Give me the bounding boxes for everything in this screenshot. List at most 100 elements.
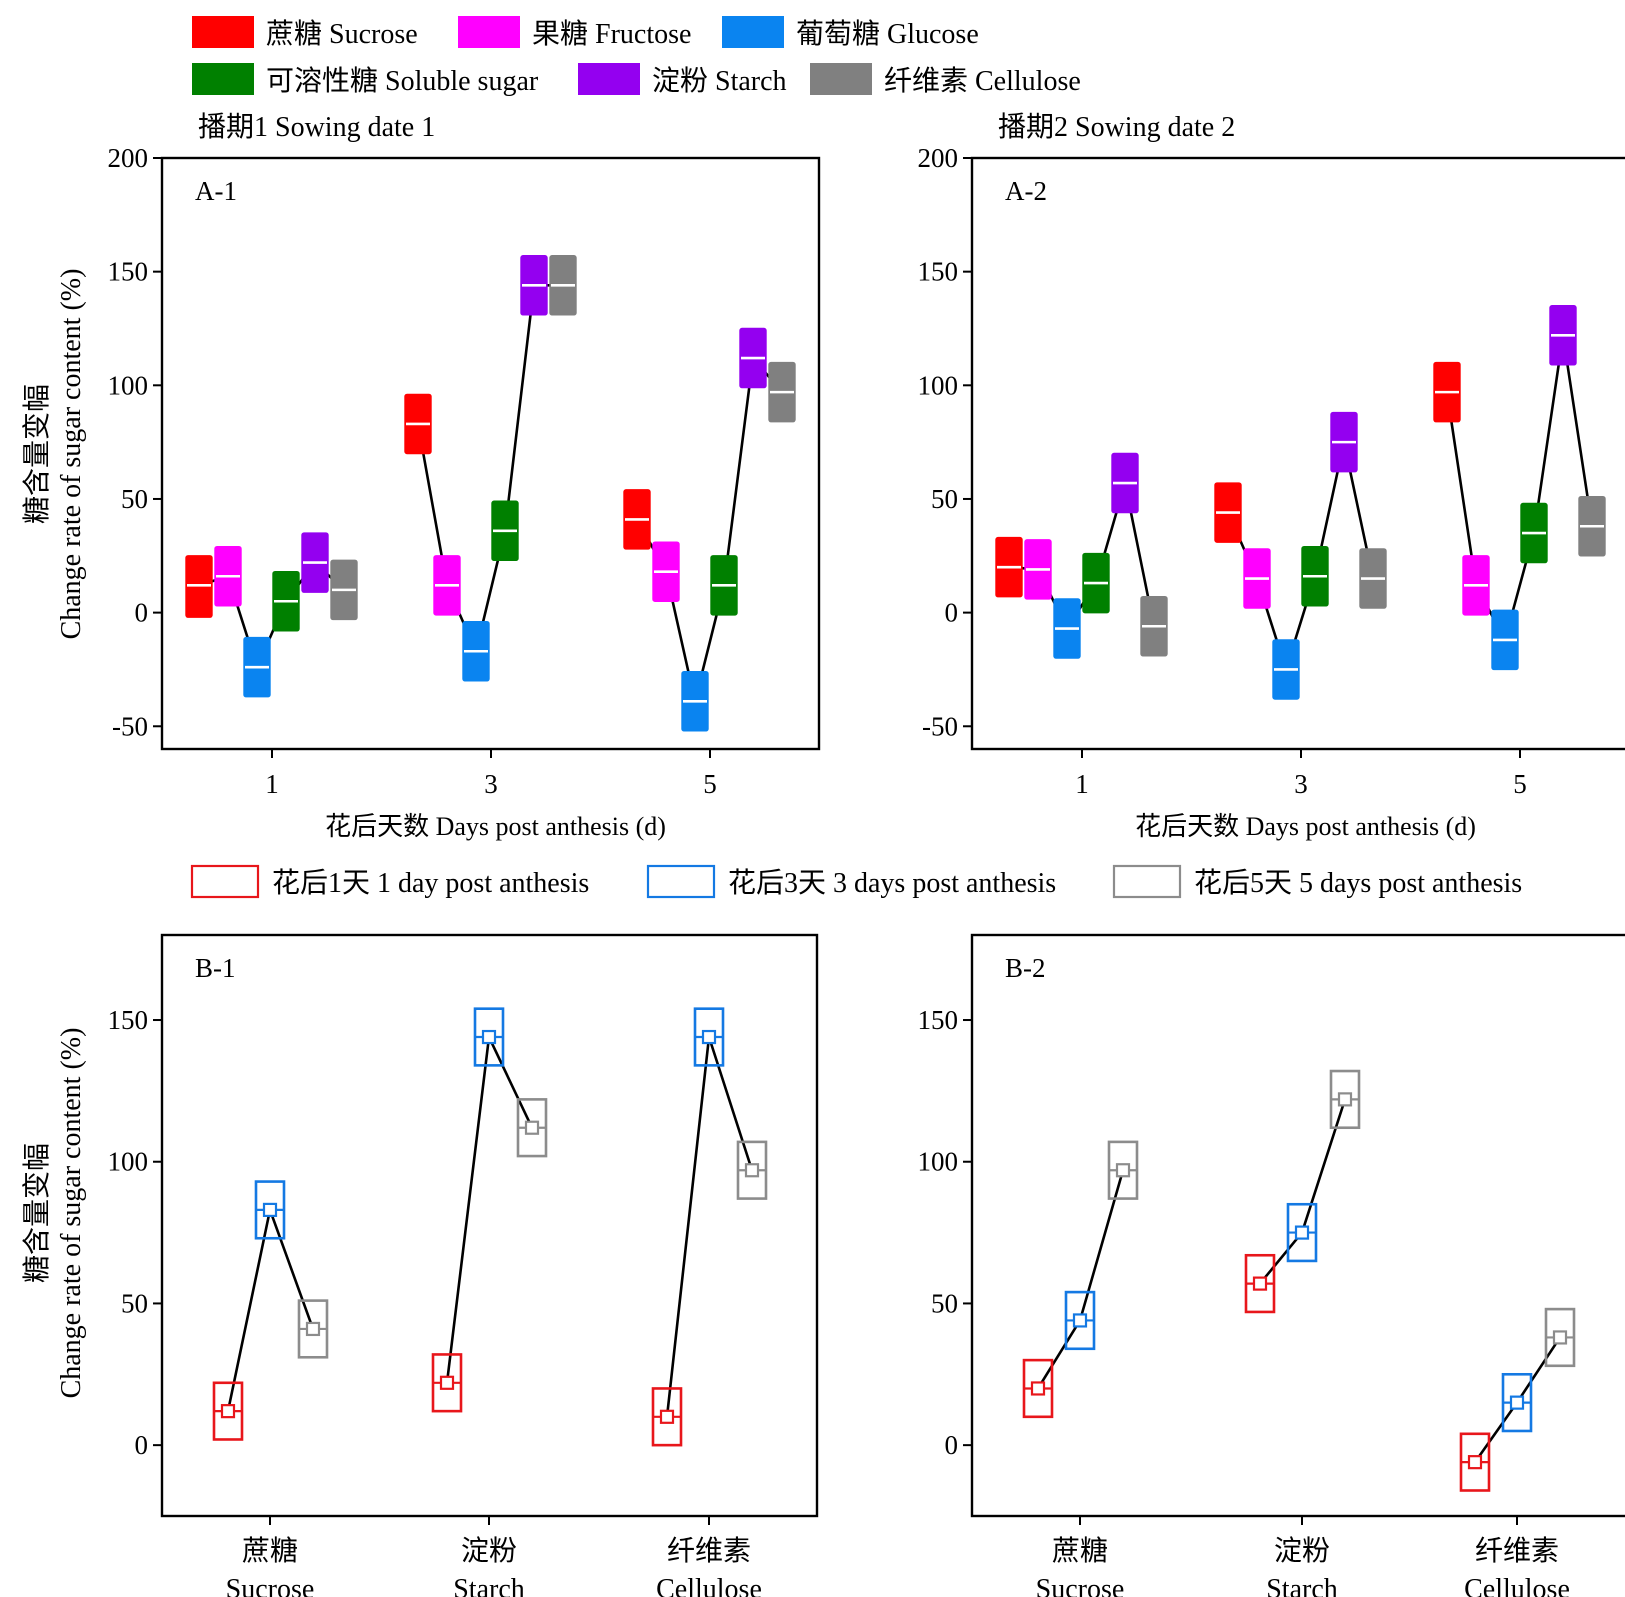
a-2-xtick-label: 1 — [1075, 769, 1089, 799]
b-1-mean-marker-1-1-day-post-anthesis — [659, 1409, 675, 1424]
a-1-ytick-label: 50 — [121, 484, 148, 514]
ylabel-top-en: Change rate of sugar content (%) — [56, 269, 87, 640]
a-2-ytick-label: 50 — [931, 484, 958, 514]
b-2-mean-marker-1-1-day-post-anthesis — [1252, 1276, 1268, 1291]
legend-swatch-starch — [578, 63, 640, 95]
b-2-ytick-label: 0 — [945, 1430, 959, 1460]
a-1-ytick-label: -50 — [112, 711, 148, 741]
b-1-mean-marker-1-1-day-post-anthesis — [220, 1404, 236, 1419]
ylabel-top-zh: 糖含量变幅 — [21, 384, 53, 524]
title-sowing-date-1: 播期1 Sowing date 1 — [198, 111, 435, 143]
legend-bottom: 花后1天 1 day post anthesis 花后3天 3 days pos… — [190, 864, 1522, 899]
b-2-ytick-label: 50 — [931, 1288, 958, 1318]
a-2-panel-label: A-2 — [1005, 176, 1047, 206]
a-1-ytick-label: 150 — [108, 257, 149, 287]
legend-swatch-fructose — [458, 16, 520, 48]
b-1-mean-marker-3-3-days-post-anthesis — [481, 1029, 497, 1045]
a-1-ytick-label: 100 — [108, 370, 149, 400]
a-2-ytick-label: 100 — [918, 370, 959, 400]
b-1-ytick-label: 0 — [135, 1430, 149, 1460]
b-2-xtick-label-zh: 淀粉 — [1274, 1535, 1330, 1567]
legend-label-fructose: 果糖 Fructose — [532, 18, 691, 50]
legend-label-day3: 花后3天 3 days post anthesis — [728, 867, 1056, 899]
b-1-xtick-label-en: Starch — [453, 1574, 525, 1597]
b-1-xtick-label-en: Sucrose — [226, 1574, 315, 1597]
b-2-plot-frame — [970, 933, 1625, 1518]
b-2-mean-marker-1-1-day-post-anthesis — [1030, 1381, 1046, 1396]
ylabel-top: 糖含量变幅 Change rate of sugar content (%) — [21, 269, 87, 640]
legend-swatch-day1 — [190, 864, 260, 899]
b-1-mean-marker-1-1-day-post-anthesis — [439, 1375, 455, 1390]
a-2-xtick-label: 5 — [1513, 769, 1527, 799]
ylabel-bottom-zh: 糖含量变幅 — [21, 1143, 53, 1283]
a-1-ytick-label: 200 — [108, 143, 149, 173]
b-1-xtick-label-zh: 淀粉 — [461, 1535, 517, 1567]
b-2-mean-marker-3-3-days-post-anthesis — [1294, 1225, 1310, 1240]
b-2-mean-marker-1-1-day-post-anthesis — [1467, 1455, 1483, 1470]
b-1-xtick-label-en: Cellulose — [656, 1574, 762, 1597]
b-1-mean-marker-5-5-days-post-anthesis — [305, 1321, 321, 1337]
a-1-xtick-label: 5 — [703, 769, 717, 799]
a-2-connector-line — [1445, 333, 1594, 642]
a-2-xtick-label: 3 — [1294, 769, 1308, 799]
b-1-mean-marker-3-3-days-post-anthesis — [701, 1029, 717, 1045]
b-1-plot-frame — [160, 933, 819, 1518]
ylabel-bottom: 糖含量变幅 Change rate of sugar content (%) — [21, 1028, 87, 1399]
legend-label-cellulose: 纤维素 Cellulose — [884, 65, 1081, 97]
panel-a1: A-1 -50 0 50 100 150 200 1 3 5 花后天数 Days post anth… — [108, 143, 821, 841]
b-1-mean-marker-3-3-days-post-anthesis — [262, 1202, 278, 1218]
a-1-connector-line — [635, 356, 783, 703]
a-1-xtick-label: 3 — [484, 769, 498, 799]
b-2-panel-label: B-2 — [1005, 953, 1046, 983]
b-1-ytick-label: 50 — [121, 1288, 148, 1318]
b-1-ytick-label: 100 — [108, 1147, 149, 1177]
legend-label-glucose: 葡萄糖 Glucose — [796, 18, 979, 50]
legend-label-starch: 淀粉 Starch — [652, 65, 787, 97]
panel-b2: B-2 0 50 100 150 蔗糖 Sucrose 淀粉 Starch 纤维素 Cellulos… — [918, 933, 1625, 1597]
legend-label-day5: 花后5天 5 days post anthesis — [1194, 867, 1522, 899]
ylabel-bottom-en: Change rate of sugar content (%) — [56, 1028, 87, 1399]
a-2-ytick-label: 150 — [918, 257, 959, 287]
b-2-mean-marker-5-5-days-post-anthesis — [1115, 1163, 1131, 1178]
panel-b1: B-1 0 50 100 150 蔗糖 Sucrose 淀粉 Starch 纤维素 Cellulos… — [108, 933, 819, 1597]
b-1-connector-line — [665, 1035, 754, 1417]
b-2-connector-line — [1036, 1169, 1125, 1390]
b-2-ytick-label: 150 — [918, 1005, 959, 1035]
legend-label-soluble-sugar: 可溶性糖 Soluble sugar — [266, 65, 539, 97]
a-2-ytick-label: 0 — [945, 598, 959, 628]
b-2-xtick-label-zh: 纤维素 — [1475, 1535, 1559, 1567]
a-1-ytick-label: 0 — [135, 598, 149, 628]
b-2-xtick-label-en: Cellulose — [1464, 1574, 1570, 1597]
b-1-connector-line — [445, 1035, 534, 1383]
b-2-mean-marker-3-3-days-post-anthesis — [1509, 1395, 1525, 1410]
b-1-xtick-label-zh: 纤维素 — [667, 1535, 751, 1567]
legend-swatch-cellulose — [810, 63, 872, 95]
legend-label-day1: 花后1天 1 day post anthesis — [272, 867, 589, 899]
b-2-mean-marker-3-3-days-post-anthesis — [1072, 1313, 1088, 1328]
b-1-mean-marker-5-5-days-post-anthesis — [524, 1120, 540, 1135]
a-1-xlabel: 花后天数 Days post anthesis (d) — [325, 812, 666, 841]
a-1-panel-label: A-1 — [195, 176, 237, 206]
legend-label-sucrose: 蔗糖 Sucrose — [266, 18, 418, 50]
legend-swatch-day5 — [1112, 864, 1182, 899]
b-2-mean-marker-5-5-days-post-anthesis — [1337, 1092, 1353, 1107]
b-1-ytick-label: 150 — [108, 1005, 149, 1035]
b-1-mean-marker-5-5-days-post-anthesis — [744, 1163, 760, 1178]
legend-swatch-soluble-sugar — [192, 63, 254, 95]
a-1-xtick-label: 1 — [265, 769, 279, 799]
b-2-xtick-label-zh: 蔗糖 — [1052, 1535, 1108, 1567]
b-2-mean-marker-5-5-days-post-anthesis — [1552, 1330, 1568, 1345]
a-2-ytick-label: 200 — [918, 143, 959, 173]
legend-swatch-glucose — [722, 16, 784, 48]
a-2-xlabel: 花后天数 Days post anthesis (d) — [1135, 812, 1476, 841]
legend-swatch-day3 — [646, 864, 716, 899]
b-2-xtick-label-en: Sucrose — [1036, 1574, 1125, 1597]
title-sowing-date-2: 播期2 Sowing date 2 — [998, 111, 1235, 143]
b-1-xtick-label-zh: 蔗糖 — [242, 1535, 298, 1567]
b-1-panel-label: B-1 — [195, 953, 236, 983]
b-2-ytick-label: 100 — [918, 1147, 959, 1177]
legend-swatch-sucrose — [192, 16, 254, 48]
a-2-ytick-label: -50 — [922, 711, 958, 741]
panel-a2: A-2 -50 0 50 100 150 200 1 3 5 花后天数 Days post anth… — [918, 143, 1625, 841]
